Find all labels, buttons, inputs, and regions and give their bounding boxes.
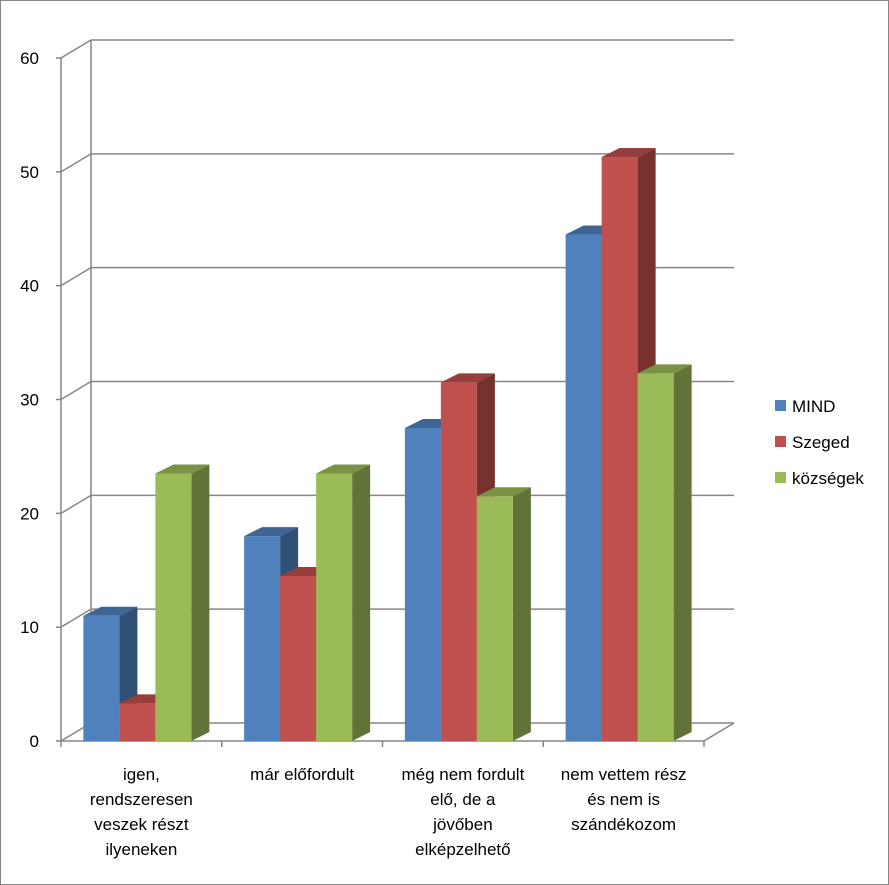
bar [83,615,120,741]
x-tick-label: rendszeresen [90,790,193,809]
legend-label: községek [792,469,864,488]
y-tick-label: 50 [20,163,39,182]
y-tick-label: 0 [30,732,39,751]
bar [244,536,281,741]
bar-top [83,606,138,616]
y-tick-label: 30 [20,391,39,410]
bar-top [637,364,692,374]
x-tick-label: elő, de a [430,790,496,809]
x-tick-label: veszek részt [94,815,189,834]
x-tick-label: jövőben [432,815,493,834]
bar-top [155,464,210,474]
bar [601,157,638,741]
y-tick-label: 20 [20,504,39,523]
gridline-side [60,153,92,173]
bar [280,575,317,741]
legend-swatch [775,436,786,447]
legend-label: Szeged [792,433,850,452]
bar-side [673,364,692,741]
x-tick-label: már előfordult [250,765,354,784]
x-tick-label: elképzelhető [415,840,510,859]
bar-side [512,487,531,741]
y-tick-label: 60 [20,49,39,68]
legend-label: MIND [792,397,835,416]
bar-top [476,487,531,497]
x-tick-label: szándékozom [571,815,676,834]
bar [404,427,441,741]
legend-swatch [775,472,786,483]
x-tick-label: még nem fordult [401,765,524,784]
gridline-side [60,608,92,628]
bar-top [316,464,371,474]
gridline-side [60,267,92,287]
bar-top [601,148,656,158]
gridline-side [60,380,92,401]
bar [119,703,156,741]
bar-side [191,464,210,741]
x-tick-label: és nem is [587,790,660,809]
x-tick-label: nem vettem rész [561,765,687,784]
bar [316,473,353,741]
bar-top [440,373,495,383]
bar [565,234,602,742]
bar-side [352,464,371,741]
legend-swatch [775,400,786,411]
gridline-side [60,494,92,514]
y-tick-label: 40 [20,277,39,296]
y-tick-label: 10 [20,618,39,637]
bar [476,496,513,741]
bar [637,373,674,741]
gridline-side [60,39,92,59]
x-tick-label: ilyeneken [105,840,177,859]
bar [155,473,192,741]
bar [440,382,477,741]
bar-top [244,527,299,537]
x-tick-label: igen, [123,765,160,784]
floor-edge [703,722,735,742]
